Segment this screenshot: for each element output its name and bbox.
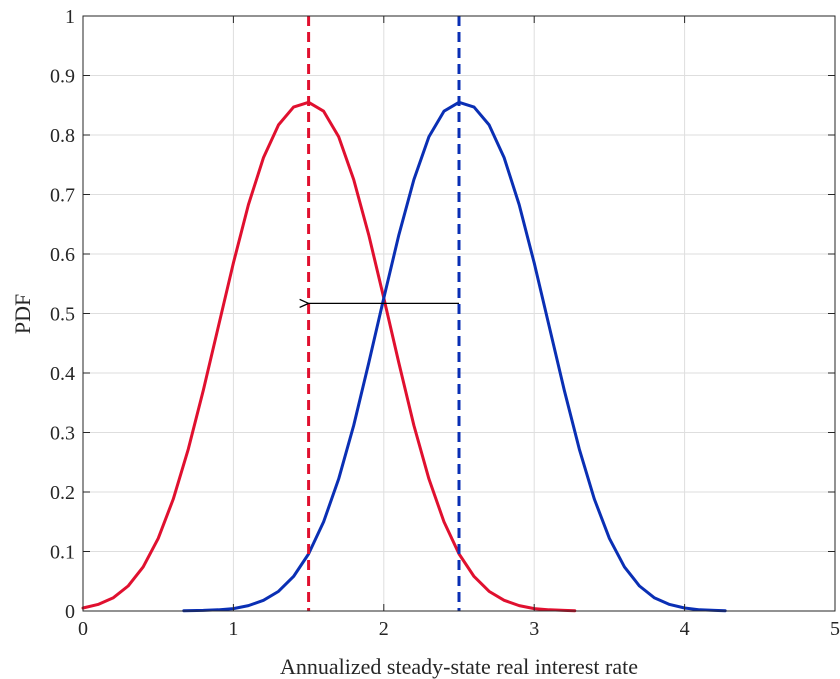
y-tick-label: 0.6 — [50, 244, 75, 266]
y-tick-label: 0.1 — [50, 542, 75, 564]
y-tick-label: 0.3 — [50, 423, 75, 445]
y-tick-label: 0.2 — [50, 482, 75, 504]
y-tick-label: 0.9 — [50, 66, 75, 88]
y-tick-label: 0.4 — [50, 363, 75, 385]
y-tick-label: 0.5 — [50, 304, 75, 326]
y-tick-label: 0.8 — [50, 125, 75, 147]
x-tick-label: 5 — [830, 618, 840, 640]
y-tick-label: 0.7 — [50, 185, 75, 207]
y-tick-label: 1 — [65, 6, 75, 28]
series-line-1 — [81, 100, 577, 613]
x-axis-label: Annualized steady-state real interest ra… — [280, 654, 638, 679]
y-tick-label: 0 — [65, 601, 75, 623]
y-axis-label: PDF — [10, 294, 35, 334]
x-tick-label: 3 — [529, 618, 539, 640]
ticks: 0 1 2 3 4 5 0 0.1 0.2 0.3 0.4 0.5 0.6 0.7 0.8 0.9 1 — [50, 6, 840, 640]
vline-layer — [307, 16, 461, 611]
x-tick-label: 1 — [228, 618, 238, 640]
x-tick-label: 2 — [379, 618, 389, 640]
x-tick-label: 4 — [680, 618, 690, 640]
x-tick-label: 0 — [78, 618, 88, 640]
